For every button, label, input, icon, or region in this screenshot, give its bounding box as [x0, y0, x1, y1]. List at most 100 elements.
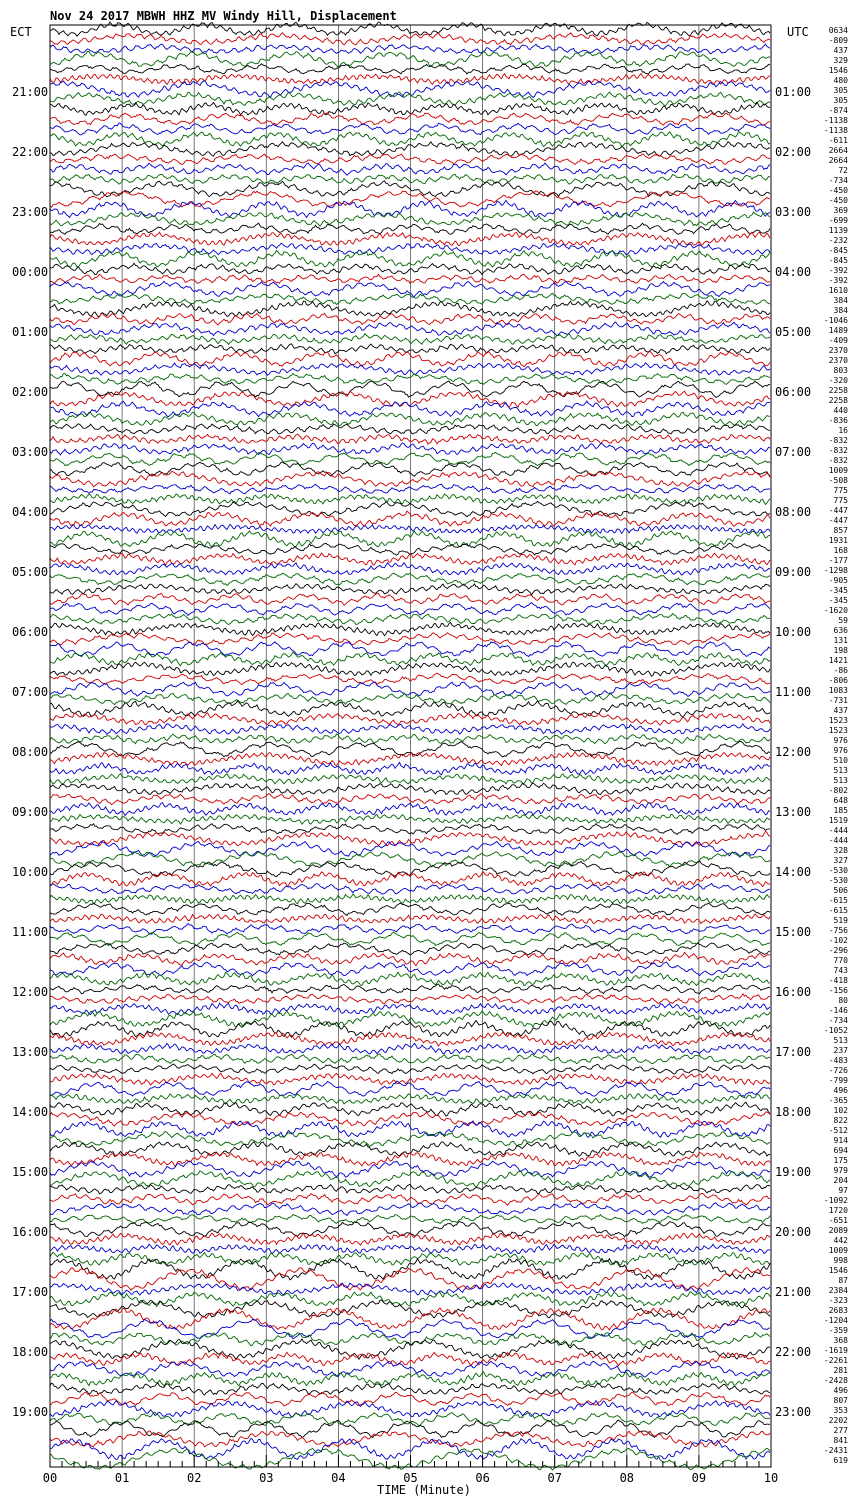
trace-line [49, 983, 771, 995]
trace-offset-label: -1619 [824, 1346, 848, 1355]
trace-offset-label: 743 [834, 966, 849, 975]
trace-line [49, 273, 771, 285]
trace-line [49, 390, 771, 408]
trace-offset-label: 1610 [829, 286, 848, 295]
trace-line [49, 971, 771, 987]
trace-line [49, 423, 771, 435]
trace-offset-label: 1546 [829, 1266, 848, 1275]
trace-offset-label: 496 [834, 1386, 849, 1395]
trace-line [49, 112, 771, 126]
trace-offset-label: 185 [834, 806, 849, 815]
trace-line [49, 91, 771, 107]
trace-offset-label: -874 [829, 106, 848, 115]
trace-offset-label: 803 [834, 366, 849, 375]
trace-offset-label: -756 [829, 926, 848, 935]
right-hour-label: 23:00 [775, 1405, 811, 1419]
trace-offset-label: 168 [834, 546, 849, 555]
trace-line [49, 733, 771, 745]
right-hour-label: 19:00 [775, 1165, 811, 1179]
trace-offset-label: -444 [829, 826, 848, 835]
left-hour-label: 12:00 [12, 985, 48, 999]
x-tick-label: 04 [331, 1471, 345, 1485]
trace-offset-label: 775 [834, 496, 849, 505]
trace-line [49, 1202, 771, 1217]
trace-line [49, 542, 771, 556]
left-axis-label: ECT [10, 25, 32, 39]
right-hour-label: 17:00 [775, 1045, 811, 1059]
trace-line [49, 190, 771, 208]
trace-offset-label: 368 [834, 1336, 849, 1345]
trace-line [49, 1232, 771, 1246]
trace-line [49, 199, 771, 219]
trace-line [49, 931, 771, 947]
trace-offset-label: 16 [838, 426, 848, 435]
left-hour-label: 05:00 [12, 565, 48, 579]
trace-offset-label: 770 [834, 956, 849, 965]
trace-line [49, 602, 771, 617]
trace-offset-label: -802 [829, 786, 848, 795]
trace-offset-label: 0634 [829, 26, 848, 35]
trace-offset-label: -832 [829, 456, 848, 465]
trace-line [49, 951, 771, 967]
trace-line [49, 913, 771, 925]
left-hour-label: 22:00 [12, 145, 48, 159]
trace-offset-label: 2370 [829, 346, 848, 355]
trace-line [49, 893, 771, 905]
left-hour-label: 10:00 [12, 865, 48, 879]
left-hour-label: 14:00 [12, 1105, 48, 1119]
left-hour-label: 18:00 [12, 1345, 48, 1359]
x-tick-label: 02 [187, 1471, 201, 1485]
trace-offset-label: -86 [834, 666, 849, 675]
trace-offset-label: 636 [834, 626, 849, 635]
trace-line [49, 122, 771, 136]
trace-offset-label: 648 [834, 796, 849, 805]
trace-offset-label: 513 [834, 766, 849, 775]
trace-line [49, 592, 771, 606]
right-hour-label: 09:00 [775, 565, 811, 579]
trace-line [49, 211, 771, 227]
trace-line [49, 101, 771, 116]
trace-line [49, 50, 771, 68]
left-hour-label: 16:00 [12, 1225, 48, 1239]
trace-line [49, 321, 771, 337]
trace-line [49, 372, 771, 385]
trace-offset-label: 694 [834, 1146, 849, 1155]
trace-line [49, 231, 771, 247]
trace-offset-label: -1620 [824, 606, 848, 615]
right-hour-label: 06:00 [775, 385, 811, 399]
right-hour-label: 10:00 [775, 625, 811, 639]
trace-line [49, 860, 771, 878]
x-tick-label: 00 [43, 1471, 57, 1485]
trace-offset-label: 2664 [829, 156, 848, 165]
trace-line [49, 523, 771, 535]
trace-line [49, 1290, 771, 1308]
trace-line [49, 1019, 771, 1038]
trace-line [49, 153, 771, 166]
trace-offset-label: -409 [829, 336, 848, 345]
trace-offset-label: 1139 [829, 226, 848, 235]
trace-line [49, 1010, 771, 1029]
trace-line [49, 840, 771, 858]
trace-line [49, 871, 771, 888]
trace-offset-label: 384 [834, 306, 849, 315]
trace-offset-label: 204 [834, 1176, 849, 1185]
right-hour-label: 18:00 [775, 1105, 811, 1119]
trace-line [49, 1053, 771, 1065]
trace-offset-label: -611 [829, 136, 848, 145]
trace-offset-label: 305 [834, 86, 849, 95]
trace-offset-label: -1138 [824, 126, 848, 135]
trace-offset-label: 1546 [829, 66, 848, 75]
trace-offset-label: -1138 [824, 116, 848, 125]
x-tick-label: 01 [115, 1471, 129, 1485]
trace-line [49, 32, 771, 46]
trace-line [49, 1437, 771, 1461]
trace-offset-label: 2089 [829, 1226, 848, 1235]
trace-line [49, 692, 771, 706]
trace-line [49, 1360, 771, 1378]
trace-offset-label: -508 [829, 476, 848, 485]
trace-offset-label: 822 [834, 1116, 849, 1125]
x-tick-label: 10 [764, 1471, 778, 1485]
trace-line [49, 761, 771, 776]
trace-line [49, 902, 771, 917]
